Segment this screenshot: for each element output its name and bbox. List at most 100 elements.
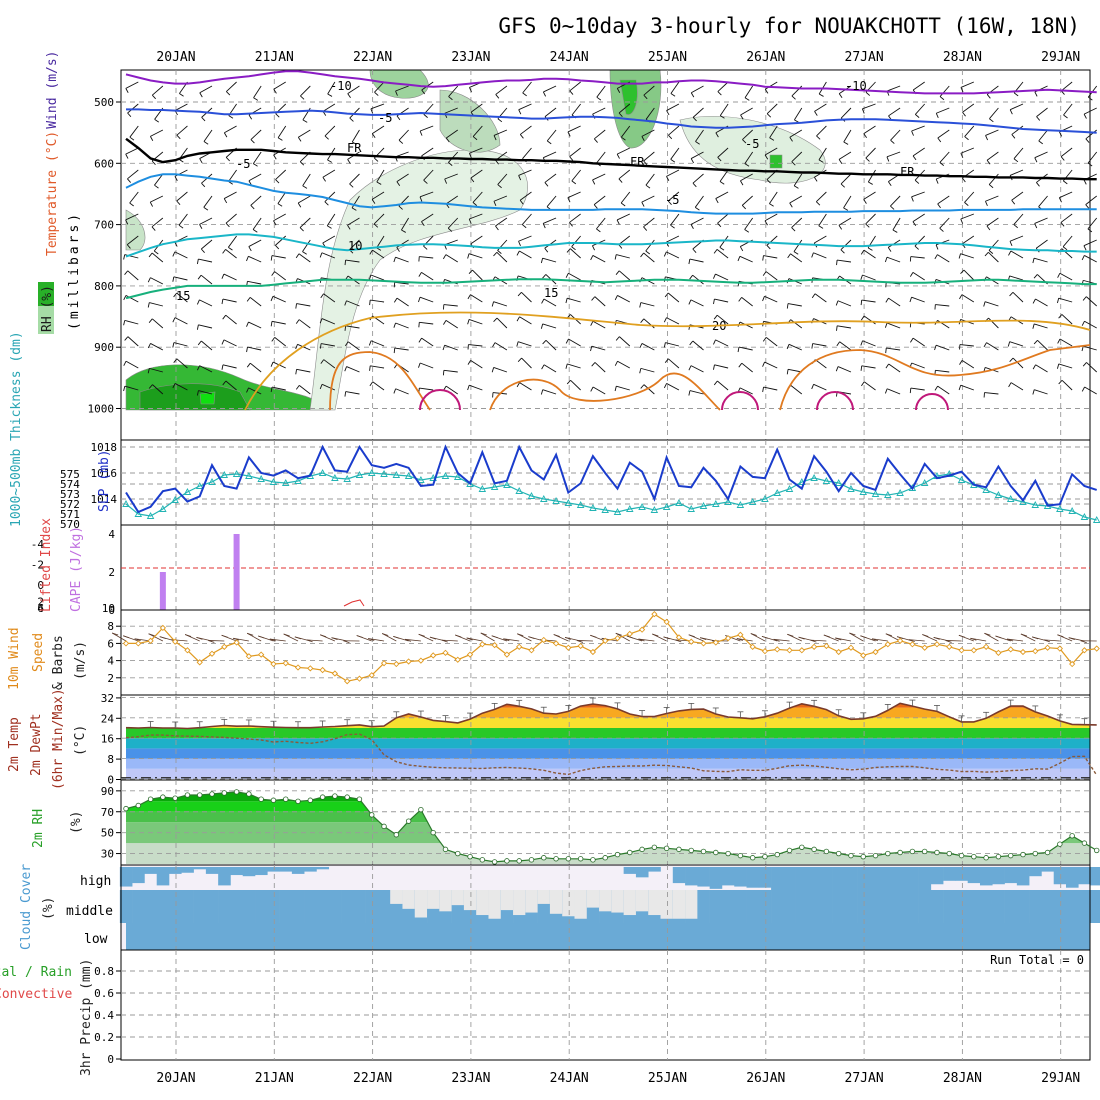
upper-wind-barb — [469, 147, 483, 154]
wind10-barb-flag — [134, 638, 141, 642]
upper-wind-barb-flag — [148, 384, 153, 389]
upper-wind-barb-flag — [960, 153, 964, 159]
wind10-barb-flag — [663, 636, 670, 640]
upper-wind-barb — [888, 297, 901, 307]
upper-wind-barb — [199, 217, 213, 225]
rh-point — [983, 855, 989, 861]
upper-wind-barb-flag — [717, 157, 722, 162]
upper-wind-barb — [1059, 338, 1073, 347]
contour-label: -10 — [845, 79, 867, 93]
upper-wind-barb-flag — [910, 337, 914, 343]
upper-wind-barb-flag — [666, 110, 670, 116]
upper-wind-barb-flag — [300, 95, 305, 100]
upper-wind-barb — [324, 191, 336, 203]
upper-wind-barb — [152, 85, 164, 96]
upper-wind-barb-flag — [863, 133, 868, 138]
cloud-mid-cell — [1041, 890, 1055, 923]
upper-wind-barb — [594, 129, 606, 140]
upper-wind-barb — [714, 298, 729, 303]
upper-wind-barb — [790, 319, 803, 329]
upper-wind-barb-flag — [670, 224, 675, 229]
cloud-high-cell — [230, 867, 244, 876]
cloud-high-cell — [144, 867, 158, 874]
cloud-mid-gap — [402, 890, 416, 909]
cloud-mid-cell — [1053, 890, 1067, 923]
upper-wind-barb — [272, 295, 286, 303]
rh-point — [688, 847, 694, 854]
upper-wind-barb-flag — [569, 90, 574, 95]
upper-wind-barb-flag — [1032, 364, 1036, 370]
label-10m-barbs: & Barbs — [51, 635, 66, 690]
upper-wind-barb-flag — [172, 251, 176, 257]
rh-point — [233, 789, 240, 795]
upper-wind-barb-flag — [762, 361, 765, 367]
upper-wind-barb-flag — [886, 156, 890, 162]
rh-point — [528, 857, 535, 863]
upper-wind-barb — [936, 107, 950, 114]
upper-wind-barb-flag — [371, 199, 376, 204]
upper-wind-barb — [714, 364, 729, 369]
thickness-point — [773, 489, 781, 496]
upper-wind-barb — [395, 388, 409, 395]
upper-wind-barb — [960, 81, 975, 88]
wind10-point — [208, 650, 216, 657]
upper-wind-barb — [199, 365, 213, 373]
upper-wind-barb-flag — [369, 249, 373, 255]
upper-wind-barb-flag — [985, 135, 989, 141]
thickness-point — [380, 470, 388, 477]
wind10-point — [516, 643, 523, 650]
wind10-point — [245, 653, 253, 660]
upper-wind-barb-flag — [566, 248, 571, 253]
upper-wind-barb-flag — [860, 300, 863, 306]
upper-wind-barb-flag — [123, 386, 126, 392]
upper-wind-barb-flag — [1081, 386, 1085, 392]
temp-band — [126, 717, 1090, 728]
wind10-point — [307, 665, 314, 672]
upper-wind-barb — [495, 217, 508, 227]
cloud-mid-gap — [599, 890, 612, 912]
wind10-barb-flag — [945, 640, 952, 643]
upper-wind-barb-flag — [468, 269, 473, 275]
upper-800-tick-label: 800 — [94, 280, 114, 293]
wind10-barb-flag — [922, 634, 929, 637]
upper-wind-barb — [988, 317, 999, 329]
upper-wind-barb — [423, 169, 434, 181]
upper-wind-barb — [1083, 239, 1097, 247]
thickness-point — [957, 476, 966, 483]
upper-wind-barb-flag — [347, 224, 351, 230]
upper-wind-barb — [911, 125, 925, 132]
cloud-high-cell — [623, 867, 637, 874]
rh-point — [872, 852, 879, 859]
upper-wind-barb-flag — [668, 134, 673, 140]
upper-wind-barb — [152, 384, 164, 395]
precip-0-tick-label: 0 — [107, 1053, 114, 1066]
cloud-mid-cell — [893, 890, 907, 923]
upper-wind-barb-flag — [395, 90, 398, 96]
upper-wind-barb — [395, 322, 409, 329]
rh-point — [442, 846, 449, 853]
upper-wind-barb-flag — [468, 218, 472, 224]
upper-wind-barb-flag — [125, 219, 129, 225]
upper-wind-barb — [861, 365, 876, 369]
upper-wind-barb — [910, 387, 925, 391]
wind10-barb — [773, 638, 790, 642]
thickness-point — [540, 495, 548, 502]
upper-wind-barb-flag — [713, 364, 715, 370]
upper-wind-barb-flag — [540, 323, 544, 329]
upper-wind-barb-flag — [542, 91, 547, 97]
upper-wind-barb-flag — [818, 225, 824, 229]
upper-wind-barb — [618, 270, 631, 281]
date-label-top: 22JAN — [353, 50, 392, 65]
upper-wind-barb-flag — [639, 368, 642, 374]
cloud-high-cell — [1053, 867, 1067, 885]
upper-wind-barb — [593, 195, 606, 205]
upper-wind-barb — [445, 195, 459, 205]
cloud-mid-cell — [967, 890, 981, 923]
label-2m-rh: 2m RH — [31, 809, 46, 848]
contour-label: FR — [630, 155, 645, 169]
thickness-point — [269, 478, 278, 485]
upper-wind-barb — [445, 319, 459, 329]
wind10-point — [638, 626, 646, 633]
li-tick-label: 2 — [37, 596, 44, 609]
wind10-point — [491, 641, 498, 649]
